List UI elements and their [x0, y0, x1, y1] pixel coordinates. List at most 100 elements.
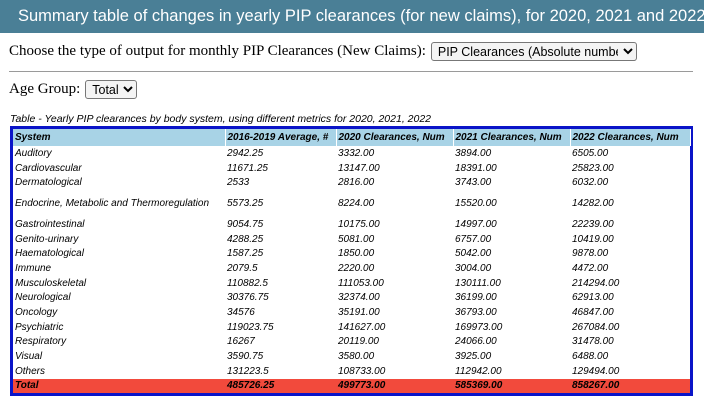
cell-system: Visual	[15, 351, 43, 363]
cell-value: 15520.00	[455, 198, 497, 210]
cell-value: 130111.00	[455, 277, 501, 289]
cell-value: 18391.00	[455, 162, 497, 174]
cell-value: 13147.00	[338, 162, 380, 174]
clearances-table-container: System 2016-2019 Average, # 2020 Clearan…	[10, 126, 693, 396]
cell-system: Immune	[15, 262, 52, 274]
cell-system: Auditory	[15, 147, 52, 159]
cell-value: 141627.00	[338, 321, 386, 333]
cell-value: 36793.00	[455, 307, 497, 319]
total-value: 499773.00	[336, 378, 453, 393]
cell-value: 1850.00	[338, 248, 375, 260]
table-total-row: Total 485726.25 499773.00 585369.00 8582…	[13, 378, 690, 393]
section-divider	[9, 71, 693, 72]
cell-value: 111053.00	[338, 277, 384, 289]
cell-value: 110882.5	[227, 277, 268, 289]
cell-value: 11671.25	[227, 162, 268, 174]
cell-system: Gastrointestinal	[15, 218, 85, 230]
cell-value: 169973.00	[455, 321, 503, 333]
cell-value: 5042.00	[455, 248, 492, 260]
cell-value: 20119.00	[338, 336, 379, 348]
cell-value: 3894.00	[455, 147, 492, 159]
cell-value: 31478.00	[572, 336, 614, 348]
header-2020-clearances: 2020 Clearances, Num	[336, 129, 454, 146]
cell-value: 10419.00	[572, 233, 614, 245]
cell-value: 14997.00	[455, 218, 497, 230]
cell-system: Psychiatric	[15, 321, 64, 333]
cell-value: 131223.5	[227, 365, 269, 377]
cell-value: 119023.75	[227, 321, 274, 333]
table-header-row: System 2016-2019 Average, # 2020 Clearan…	[13, 129, 691, 146]
cell-value: 3743.00	[455, 177, 492, 189]
total-value: 858267.00	[570, 378, 690, 393]
cell-value: 129494.00	[572, 365, 620, 377]
table-row: Endocrine, Metabolic and Thermoregulatio…	[13, 190, 690, 217]
table-row: Cardiovascular 11671.25 13147.00 18391.0…	[13, 161, 690, 176]
cell-system: Musculoskeletal	[15, 277, 87, 289]
total-value: 485726.25	[225, 378, 336, 393]
cell-value: 9878.00	[572, 248, 609, 260]
cell-value: 5081.00	[338, 233, 375, 245]
output-type-select[interactable]: PIP Clearances (Absolute number)	[430, 42, 637, 61]
cell-system: Endocrine, Metabolic and Thermoregulatio…	[15, 198, 209, 210]
cell-value: 32374.00	[338, 292, 380, 304]
table-row: Psychiatric 119023.75 141627.00 169973.0…	[13, 320, 690, 335]
cell-value: 9054.75	[227, 218, 264, 230]
cell-value: 25823.00	[572, 162, 614, 174]
table-row: Genito-urinary 4288.25 5081.00 6757.00 1…	[13, 232, 690, 247]
table-row: Auditory 2942.25 3332.00 3894.00 6505.00	[13, 146, 690, 161]
cell-system: Oncology	[15, 307, 58, 319]
total-label: Total	[13, 378, 225, 393]
age-group-row: Age Group: Total	[9, 80, 138, 99]
table-caption: Table - Yearly PIP clearances by body sy…	[10, 113, 432, 125]
cell-value: 3332.00	[338, 147, 375, 159]
cell-value: 2079.5	[227, 262, 258, 274]
age-group-select[interactable]: Total	[85, 80, 138, 99]
cell-system: Respiratory	[15, 336, 67, 348]
table-row: Others 131223.5 108733.00 112942.00 1294…	[13, 364, 690, 379]
cell-value: 4472.00	[572, 262, 609, 274]
cell-value: 3590.75	[227, 351, 264, 363]
header-2021-clearances: 2021 Clearances, Num	[453, 129, 571, 146]
cell-value: 2533	[227, 177, 250, 189]
cell-system: Haematological	[15, 248, 84, 260]
cell-value: 5573.25	[227, 198, 264, 210]
cell-value: 108733.00	[338, 365, 386, 377]
table-row: Musculoskeletal 110882.5 111053.00 13011…	[13, 276, 690, 291]
table-row: Dermatological 2533 2816.00 3743.00 6032…	[13, 175, 690, 190]
cell-value: 35191.00	[338, 307, 380, 319]
page-title: Summary table of changes in yearly PIP c…	[0, 0, 704, 33]
clearances-table: System 2016-2019 Average, # 2020 Clearan…	[13, 129, 691, 393]
cell-value: 10175.00	[338, 218, 380, 230]
table-row: Oncology 34576 35191.00 36793.00 46847.0…	[13, 305, 690, 320]
age-group-label: Age Group:	[9, 81, 81, 97]
cell-value: 24066.00	[455, 336, 497, 348]
cell-value: 6488.00	[572, 351, 609, 363]
cell-value: 4288.25	[227, 233, 264, 245]
cell-value: 1587.25	[227, 248, 264, 260]
total-value: 585369.00	[453, 378, 570, 393]
table-row: Visual 3590.75 3580.00 3925.00 6488.00	[13, 349, 690, 364]
cell-value: 6757.00	[455, 233, 492, 245]
cell-system: Dermatological	[15, 177, 82, 189]
cell-value: 30376.75	[227, 292, 269, 304]
header-2022-clearances: 2022 Clearances, Num	[570, 129, 691, 146]
cell-system: Neurological	[15, 292, 71, 304]
header-system: System	[13, 129, 226, 146]
cell-value: 267084.00	[572, 321, 620, 333]
table-row: Respiratory 16267 20119.00 24066.00 3147…	[13, 335, 690, 350]
table-row: Haematological 1587.25 1850.00 5042.00 9…	[13, 246, 690, 261]
cell-system: Cardiovascular	[15, 162, 82, 174]
cell-value: 46847.00	[572, 307, 614, 319]
cell-value: 112942.00	[455, 365, 502, 377]
cell-value: 36199.00	[455, 292, 497, 304]
cell-value: 16267	[227, 336, 255, 348]
table-row: Gastrointestinal 9054.75 10175.00 14997.…	[13, 217, 690, 232]
cell-value: 2220.00	[338, 262, 375, 274]
output-type-row: Choose the type of output for monthly PI…	[9, 42, 637, 61]
cell-value: 62913.00	[572, 292, 614, 304]
cell-value: 8224.00	[338, 198, 375, 210]
cell-value: 6032.00	[572, 177, 609, 189]
cell-value: 3004.00	[455, 262, 492, 274]
cell-value: 214294.00	[572, 277, 620, 289]
output-type-label: Choose the type of output for monthly PI…	[9, 43, 426, 59]
